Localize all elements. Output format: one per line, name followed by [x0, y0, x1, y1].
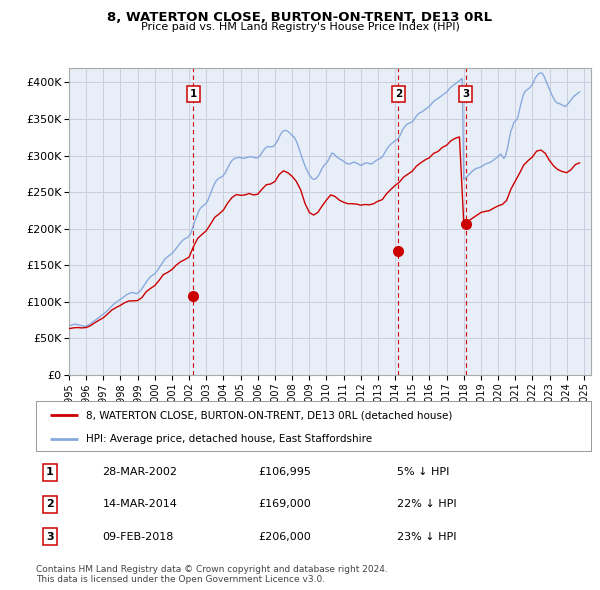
Text: 22% ↓ HPI: 22% ↓ HPI: [397, 500, 457, 509]
Text: 8, WATERTON CLOSE, BURTON-ON-TRENT, DE13 0RL (detached house): 8, WATERTON CLOSE, BURTON-ON-TRENT, DE13…: [86, 410, 452, 420]
Text: 14-MAR-2014: 14-MAR-2014: [103, 500, 178, 509]
Text: Price paid vs. HM Land Registry's House Price Index (HPI): Price paid vs. HM Land Registry's House …: [140, 22, 460, 32]
Text: 3: 3: [462, 89, 469, 99]
Text: £169,000: £169,000: [258, 500, 311, 509]
Text: 09-FEB-2018: 09-FEB-2018: [103, 532, 174, 542]
Text: 3: 3: [46, 532, 53, 542]
Text: £206,000: £206,000: [258, 532, 311, 542]
Text: HPI: Average price, detached house, East Staffordshire: HPI: Average price, detached house, East…: [86, 434, 372, 444]
Text: Contains HM Land Registry data © Crown copyright and database right 2024.
This d: Contains HM Land Registry data © Crown c…: [36, 565, 388, 584]
Text: 1: 1: [190, 89, 197, 99]
Text: 23% ↓ HPI: 23% ↓ HPI: [397, 532, 456, 542]
Text: 5% ↓ HPI: 5% ↓ HPI: [397, 467, 449, 477]
Text: 1: 1: [46, 467, 54, 477]
Text: 2: 2: [395, 89, 402, 99]
Text: 8, WATERTON CLOSE, BURTON-ON-TRENT, DE13 0RL: 8, WATERTON CLOSE, BURTON-ON-TRENT, DE13…: [107, 11, 493, 24]
Text: £106,995: £106,995: [258, 467, 311, 477]
Text: 28-MAR-2002: 28-MAR-2002: [103, 467, 178, 477]
Text: 2: 2: [46, 500, 54, 509]
